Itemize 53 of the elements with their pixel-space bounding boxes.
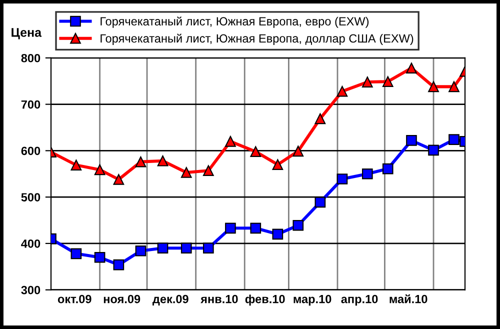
legend-label: Горячекатаный лист, Южная Европа, евро (EXW): [100, 16, 369, 28]
point: [406, 135, 417, 146]
point: [250, 146, 262, 158]
point: [382, 163, 394, 174]
y-tick-label: 800: [21, 54, 40, 62]
point: [362, 76, 373, 88]
x-tick-label: май.10: [390, 294, 428, 304]
y-tick-label: 700: [21, 100, 40, 109]
point: [250, 222, 262, 234]
point: [203, 242, 214, 254]
y-tick-label: 400: [21, 239, 40, 248]
point: [203, 165, 214, 176]
point: [180, 242, 192, 254]
point: [113, 259, 124, 270]
point: [157, 155, 168, 166]
point: [314, 113, 326, 124]
x-tick-label: ноя.09: [104, 294, 140, 304]
point: [113, 174, 124, 185]
y-axis-title: Цена: [12, 28, 42, 40]
y-tick-label: 600: [21, 146, 40, 156]
point: [180, 167, 192, 178]
point: [382, 76, 394, 87]
point: [157, 242, 168, 254]
point: [428, 81, 439, 92]
point: [336, 174, 348, 184]
point: [292, 220, 304, 231]
point: [448, 134, 460, 145]
point: [135, 156, 146, 168]
point: [336, 86, 348, 97]
point: [225, 222, 236, 234]
x-tick-label: янв.10: [200, 294, 238, 304]
x-tick-label: окт.09: [58, 294, 92, 304]
point: [292, 146, 304, 157]
y-tick-label: 300: [21, 286, 40, 294]
point: [272, 228, 284, 240]
x-tick-label: мар.10: [294, 294, 332, 306]
y-tick-label: 500: [21, 193, 40, 202]
point: [94, 252, 106, 263]
point: [314, 196, 326, 208]
point: [135, 245, 146, 256]
point: [225, 136, 236, 147]
point: [272, 159, 284, 170]
point: [362, 168, 373, 180]
point: [448, 81, 460, 92]
x-tick-label: дек.09: [152, 294, 188, 306]
point: [70, 248, 82, 260]
x-tick-label: фев.10: [245, 294, 285, 306]
x-tick-label: апр.10: [341, 294, 378, 306]
legend-label: Горячекатаный лист, Южная Европа, доллар США (EXW): [100, 34, 414, 45]
point: [94, 164, 106, 176]
point: [428, 144, 439, 156]
point: [70, 160, 82, 170]
point: [406, 62, 417, 74]
